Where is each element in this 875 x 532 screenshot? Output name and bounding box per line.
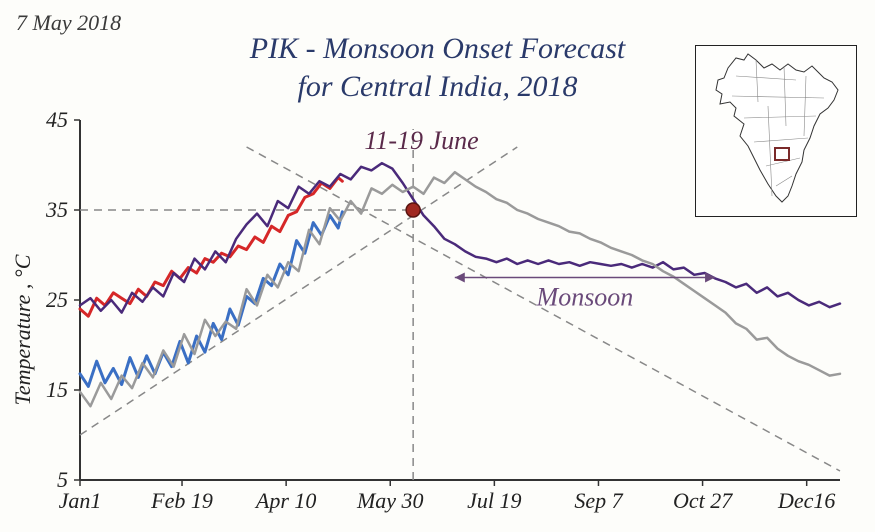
x-tick-label: Oct 27 [673, 488, 733, 513]
x-tick-label: Apr 10 [254, 488, 317, 513]
forecast-date-label: 11-19 June [364, 126, 478, 155]
series-red [80, 178, 342, 317]
chart-svg: 515253545Temperature , °CJan1Feb 19Apr 1… [70, 120, 850, 520]
x-tick-label: Jan1 [59, 488, 102, 513]
series-gray [80, 172, 840, 406]
y-tick-label: 25 [46, 287, 68, 312]
guide-ascending [80, 147, 517, 435]
y-tick-label: 45 [46, 107, 68, 132]
title-line2: for Central India, 2018 [297, 70, 577, 103]
monsoon-arrow-left [455, 273, 465, 283]
temperature-chart: 515253545Temperature , °CJan1Feb 19Apr 1… [70, 120, 850, 480]
x-tick-label: Feb 19 [150, 488, 213, 513]
x-tick-label: Sep 7 [574, 488, 623, 513]
y-tick-label: 35 [45, 197, 68, 222]
x-tick-label: Jul 19 [467, 488, 521, 513]
forecast-page: 7 May 2018 PIK - Monsoon Onset Forecast … [0, 0, 875, 532]
y-axis-label: Temperature , °C [10, 254, 35, 405]
series-blue [80, 212, 342, 387]
onset-dot [406, 203, 420, 217]
y-tick-label: 15 [46, 377, 68, 402]
x-tick-label: May 30 [356, 488, 424, 513]
x-tick-label: Dec16 [777, 488, 835, 513]
monsoon-label: Monsoon [536, 283, 634, 312]
title-line1: PIK - Monsoon Onset Forecast [250, 32, 626, 65]
monsoon-arrow-right [705, 273, 715, 283]
